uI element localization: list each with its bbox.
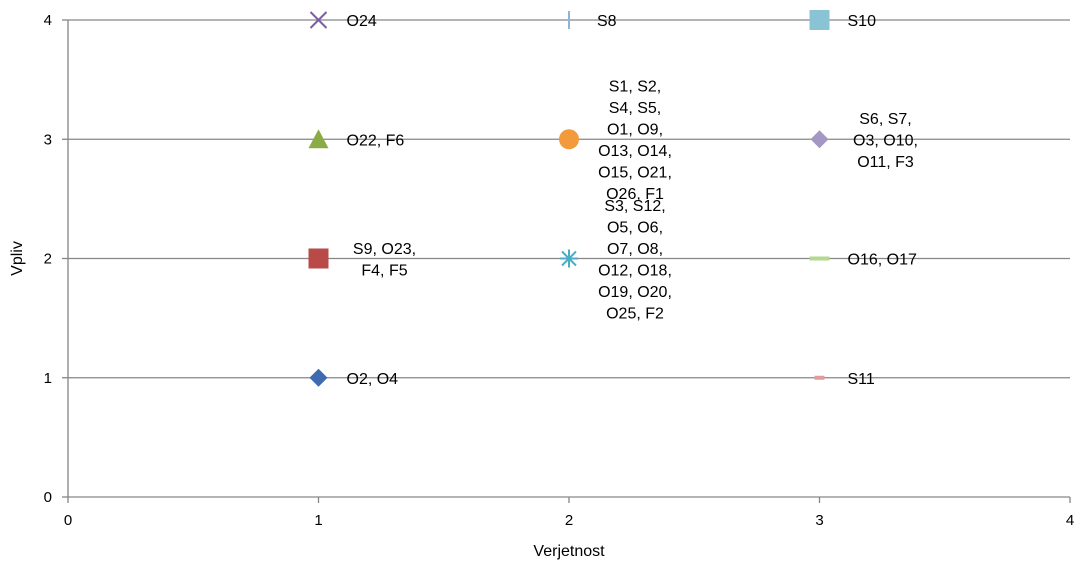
marker-diamond-o2-o4 <box>309 368 328 387</box>
point-label-line: O22, F6 <box>347 132 405 149</box>
point-label-line: S4, S5, <box>609 100 661 117</box>
y-tick-label-3: 3 <box>44 131 52 148</box>
marker-star-s3-s12 <box>560 249 578 268</box>
point-label-line: O19, O20, <box>598 284 672 301</box>
point-label-7: S3, S12, O5, O6, O7, O8, O12, O18, O19, O20,… <box>598 198 672 323</box>
point-label-line: S8 <box>597 13 617 30</box>
point-label-line: S11 <box>848 371 875 388</box>
point-label-2: S10 <box>848 13 877 30</box>
point-label-layer: O24 S8 S10 O22, F6 S1, S2, S4, S5, O1, O9, O13,… <box>347 13 918 388</box>
point-label-line: O13, O14, <box>598 143 672 160</box>
point-label-5: S6, S7, O3, O10, O11, F3 <box>853 111 918 171</box>
marker-hbar-s11 <box>814 375 825 380</box>
point-label-8: O16, O17 <box>848 252 917 269</box>
marker-circle-s1-s2 <box>559 129 579 150</box>
x-tick-label-0: 0 <box>64 512 72 529</box>
point-label-line: S10 <box>848 13 877 30</box>
point-label-line: O5, O6, <box>607 219 663 236</box>
y-tick-label-2: 2 <box>44 251 52 268</box>
marker-diamond-s6-s7 <box>810 130 829 149</box>
point-label-line: O11, F3 <box>857 154 914 171</box>
point-label-line: O3, O10, <box>853 132 918 149</box>
point-label-10: S11 <box>848 371 875 388</box>
point-label-line: O24 <box>347 13 377 30</box>
point-label-0: O24 <box>347 13 377 30</box>
point-label-line: O16, O17 <box>848 252 917 269</box>
marker-square-s10 <box>809 10 830 30</box>
x-axis-title: Verjetnost <box>533 543 605 560</box>
x-tick-label-2: 2 <box>565 512 573 529</box>
point-label-line: S3, S12, <box>604 198 665 215</box>
y-tick-label-1: 1 <box>44 370 52 387</box>
grid-layer <box>68 19 1070 379</box>
y-axis-title: Vpliv <box>9 241 26 276</box>
point-label-line: O1, O9, <box>607 122 663 139</box>
point-label-1: S8 <box>597 13 617 30</box>
x-tick-label-3: 3 <box>815 512 823 529</box>
marker-square-s9-o23 <box>308 248 329 269</box>
point-label-line: O15, O21, <box>598 165 672 182</box>
tick-label-layer: 0 1 2 3 4 0 1 2 3 4 <box>44 12 1075 529</box>
point-label-line: S6, S7, <box>859 111 911 128</box>
point-label-line: S1, S2, <box>609 79 661 96</box>
point-label-line: O12, O18, <box>598 262 672 279</box>
x-tick-label-1: 1 <box>314 512 322 529</box>
marker-layer <box>308 10 830 387</box>
point-label-6: S9, O23, F4, F5 <box>353 241 416 280</box>
point-label-line: O2, O4 <box>347 371 399 388</box>
point-label-line: O26, F1 <box>606 186 664 203</box>
marker-hbar-o16-o17 <box>809 256 830 261</box>
y-tick-label-0: 0 <box>44 489 52 506</box>
point-label-3: O22, F6 <box>347 132 405 149</box>
point-label-9: O2, O4 <box>347 371 399 388</box>
y-tick-label-4: 4 <box>44 12 52 29</box>
point-label-line: O7, O8, <box>607 241 663 258</box>
marker-x-o24 <box>309 11 328 29</box>
x-tick-label-4: 4 <box>1066 512 1074 529</box>
marker-triangle-o22-f6 <box>308 129 329 149</box>
point-label-line: F4, F5 <box>361 262 407 279</box>
point-label-line: S9, O23, <box>353 241 416 258</box>
axis-layer <box>62 19 1071 503</box>
point-label-4: S1, S2, S4, S5, O1, O9, O13, O14, O15, O21, O… <box>598 79 672 204</box>
point-label-line: O25, F2 <box>606 305 664 322</box>
